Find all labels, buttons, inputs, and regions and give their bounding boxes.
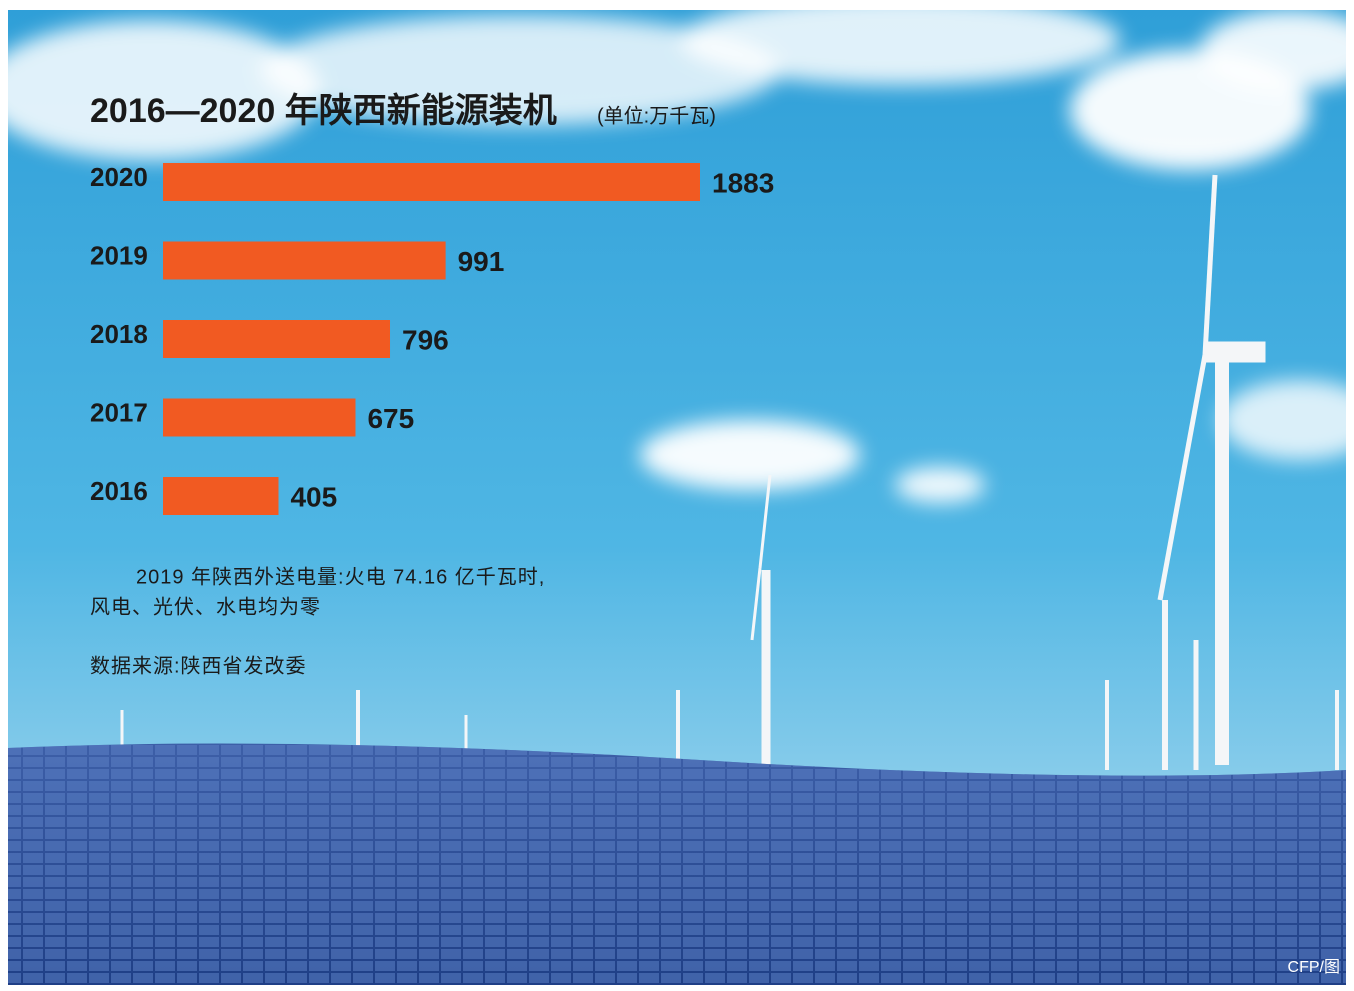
note-line: 2019 年陕西外送电量:火电 74.16 亿千瓦时, xyxy=(136,565,545,588)
unit-label: (单位:万千瓦) xyxy=(597,104,716,127)
category-label: 2020 xyxy=(90,162,148,192)
photo-credit: CFP/图 xyxy=(1288,959,1340,976)
bar xyxy=(163,477,278,515)
note-line: 风电、光伏、水电均为零 xyxy=(90,595,321,618)
bar xyxy=(163,242,446,280)
bar xyxy=(163,320,390,358)
source: 数据来源:陕西省发改委 xyxy=(90,654,307,677)
bar xyxy=(163,399,355,437)
value-label: 675 xyxy=(367,403,414,434)
category-label: 2018 xyxy=(90,319,148,349)
infographic: 2016—2020 年陕西新能源装机 (单位:万千瓦) 2020 1883 2019… xyxy=(0,0,1354,991)
value-label: 796 xyxy=(402,324,449,355)
value-label: 1883 xyxy=(712,167,774,198)
solar-panels xyxy=(8,744,1346,985)
category-label: 2016 xyxy=(90,476,148,506)
value-label: 405 xyxy=(290,481,337,512)
value-label: 991 xyxy=(458,246,505,277)
chart-title: 2016—2020 年陕西新能源装机 xyxy=(90,92,557,130)
category-label: 2017 xyxy=(90,397,148,427)
category-label: 2019 xyxy=(90,240,148,270)
bar xyxy=(163,163,700,201)
